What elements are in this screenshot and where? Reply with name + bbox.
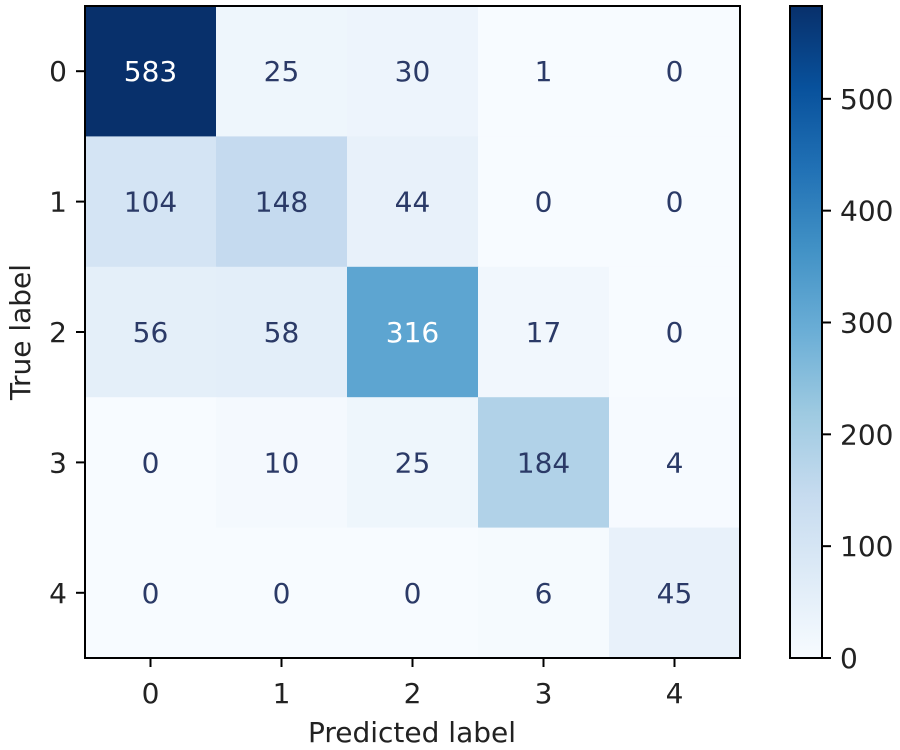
cell-value-label: 6: [535, 577, 553, 610]
heatmap-cell: [478, 397, 610, 529]
matrix-cells: [85, 6, 741, 659]
heatmap-cell: [85, 136, 217, 268]
cell-value-label: 0: [666, 316, 684, 349]
heatmap-cell: [216, 6, 348, 137]
heatmap-cell: [478, 136, 610, 268]
heatmap-cell: [85, 266, 217, 398]
cell-value-label: 30: [395, 55, 431, 88]
cell-value-label: 58: [264, 316, 300, 349]
colorbar-tick-label: 300: [840, 306, 893, 339]
colorbar-tick-label: 200: [840, 418, 893, 451]
heatmap-cell: [216, 397, 348, 529]
cell-value-label: 0: [666, 186, 684, 219]
colorbar-ticks: 0 100 200 300 400 500: [822, 83, 893, 675]
heatmap-cell: [347, 527, 479, 659]
heatmap-cell: [609, 266, 741, 398]
y-tick-label: 4: [49, 577, 67, 610]
heatmap-cell: [478, 266, 610, 398]
cell-value-label: 1: [535, 55, 553, 88]
heatmap-cell: [478, 527, 610, 659]
y-tick-label: 1: [49, 186, 67, 219]
heatmap-cell: [85, 6, 217, 137]
cell-value-label: 0: [535, 186, 553, 219]
cell-value-label: 0: [666, 55, 684, 88]
heatmap-cell: [609, 6, 741, 137]
x-axis-ticks: 0 1 2 3 4: [142, 658, 684, 710]
cell-value-label: 583: [124, 55, 177, 88]
heatmap-cell: [347, 6, 479, 137]
cell-value-label: 0: [142, 446, 160, 479]
colorbar-tick-label: 400: [840, 195, 893, 228]
y-axis-title: True label: [4, 264, 37, 401]
heatmap-cell: [216, 136, 348, 268]
y-tick-label: 0: [49, 55, 67, 88]
x-tick-label: 3: [535, 677, 553, 710]
cell-value-label: 25: [395, 446, 431, 479]
y-axis-ticks: 0 1 2 3 4: [49, 55, 85, 610]
heatmap-cell: [478, 6, 610, 137]
heatmap-cell: [216, 527, 348, 659]
y-tick-label: 3: [49, 446, 67, 479]
cell-value-label: 10: [264, 446, 300, 479]
cell-value-label: 0: [404, 577, 422, 610]
cell-value-label: 4: [666, 446, 684, 479]
cell-value-label: 17: [526, 316, 562, 349]
heatmap-cell: [347, 266, 479, 398]
heatmap-cell: [609, 527, 741, 659]
heatmap-cell: [609, 136, 741, 268]
cell-value-label: 148: [255, 186, 308, 219]
heatmap-cell: [347, 136, 479, 268]
cell-value-label: 104: [124, 186, 177, 219]
heatmap-cell: [85, 397, 217, 529]
y-tick-label: 2: [49, 316, 67, 349]
heatmap-cell: [347, 397, 479, 529]
heatmap-cell: [85, 527, 217, 659]
cell-value-label: 56: [133, 316, 169, 349]
cell-value-label: 25: [264, 55, 300, 88]
cell-value-label: 184: [517, 446, 570, 479]
colorbar-tick-label: 500: [840, 83, 893, 116]
x-tick-label: 0: [142, 677, 160, 710]
x-tick-label: 2: [404, 677, 422, 710]
cell-value-label: 44: [395, 186, 431, 219]
x-tick-label: 1: [273, 677, 291, 710]
cell-value-label: 0: [142, 577, 160, 610]
heatmap-cell: [216, 266, 348, 398]
colorbar-tick-label: 100: [840, 530, 893, 563]
cell-value-label: 0: [273, 577, 291, 610]
cell-value-label: 316: [386, 316, 439, 349]
colorbar-tick-label: 0: [840, 642, 858, 675]
heatmap-cell: [609, 397, 741, 529]
x-tick-label: 4: [666, 677, 684, 710]
colorbar: [789, 5, 823, 659]
x-axis-title: Predicted label: [308, 716, 516, 749]
cell-value-label: 45: [657, 577, 693, 610]
